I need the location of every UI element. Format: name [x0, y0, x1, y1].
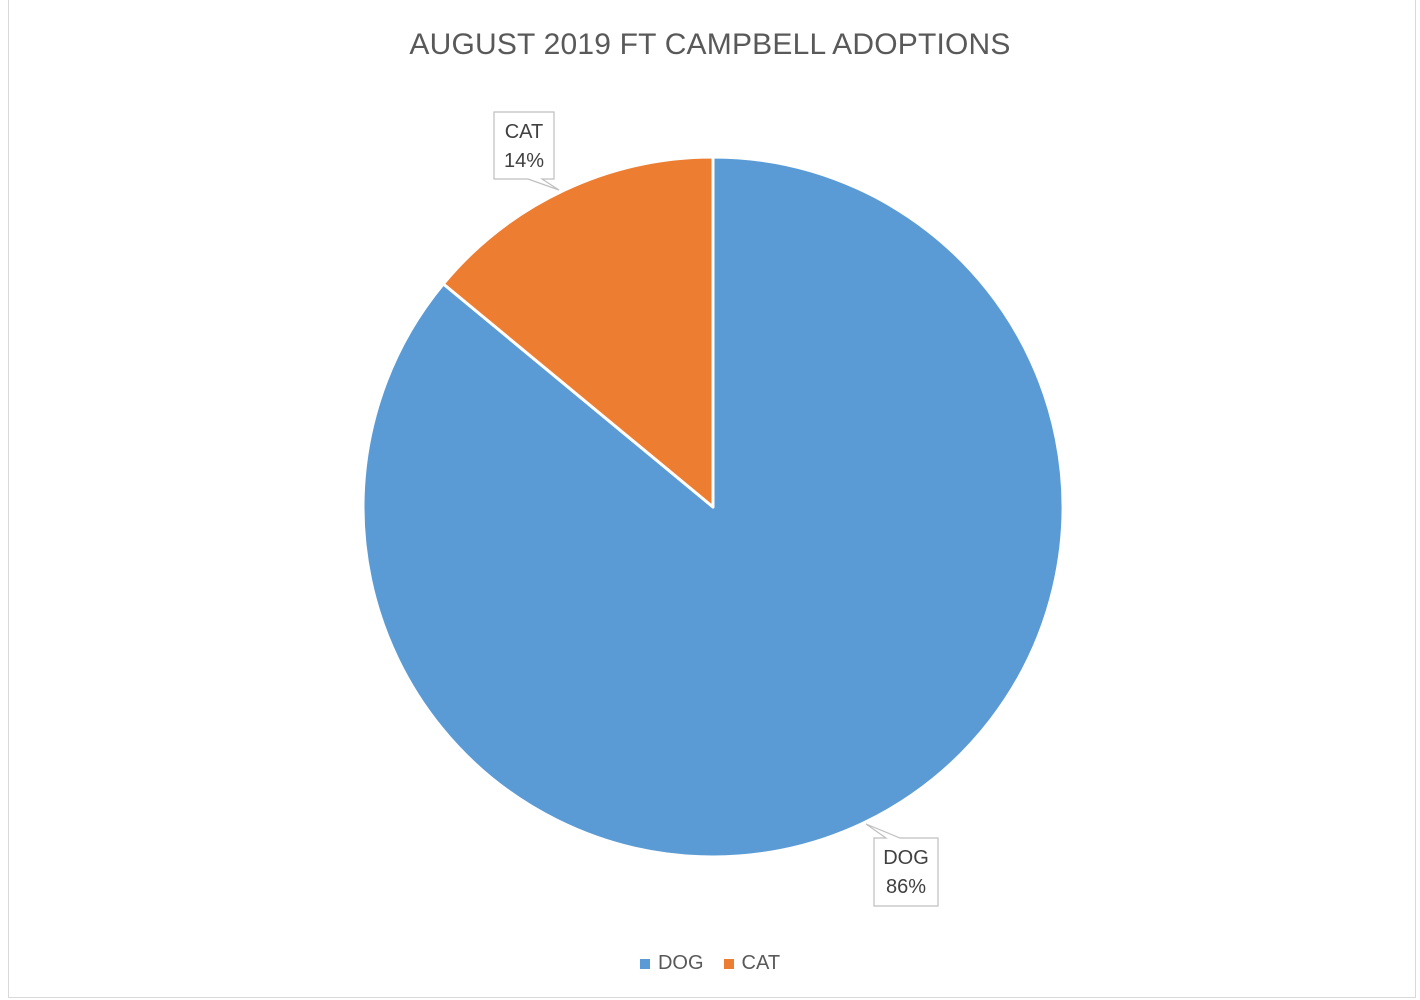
- chart-title: AUGUST 2019 FT CAMPBELL ADOPTIONS: [409, 28, 1011, 61]
- chart-legend: DOG CAT: [0, 952, 1420, 975]
- pie-data-labels: DOG 86% CAT 14%: [493, 111, 939, 907]
- data-label-dog: DOG 86%: [865, 823, 939, 907]
- legend-label-cat: CAT: [741, 952, 781, 974]
- legend-swatch-dog: [639, 958, 650, 969]
- data-label-percent-cat: 14%: [504, 150, 544, 172]
- legend-swatch-cat: [723, 958, 734, 969]
- legend-item-dog: DOG: [639, 952, 704, 975]
- legend-item-cat: CAT: [723, 952, 781, 975]
- pie-slices: [361, 155, 1065, 859]
- callout-box-cat: [493, 111, 560, 191]
- pie-slice-cat: [441, 155, 715, 509]
- legend-label-dog: DOG: [657, 952, 704, 974]
- data-label-category-dog: DOG: [883, 847, 929, 869]
- data-label-category-cat: CAT: [505, 121, 544, 143]
- data-label-percent-dog: 86%: [886, 876, 926, 898]
- data-label-cat: CAT 14%: [493, 111, 560, 191]
- callout-box-dog: [865, 823, 939, 907]
